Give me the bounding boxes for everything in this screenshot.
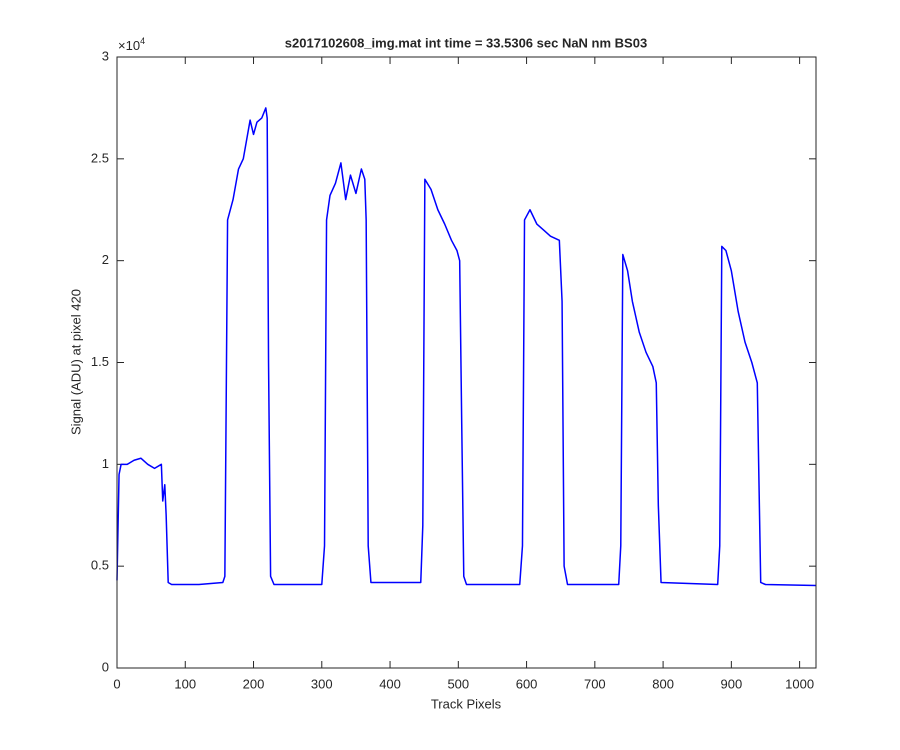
y-tick-label: 1.5 [91,354,109,369]
y-tick-label: 2.5 [91,150,109,165]
y-multiplier-exponent: 4 [140,36,145,46]
x-tick-label: 200 [243,676,265,691]
plot-area [117,57,816,668]
y-tick-label: 2 [102,252,109,267]
data-line [116,107,817,587]
x-tick-label: 800 [652,676,674,691]
x-tick-label: 0 [113,676,120,691]
x-tick-label: 400 [379,676,401,691]
x-tick-label: 500 [447,676,469,691]
x-tick-label: 300 [311,676,333,691]
y-tick-label: 3 [102,48,109,63]
x-tick-label: 600 [516,676,538,691]
y-tick-label: 0.5 [91,558,109,573]
x-axis-label: Track Pixels [431,696,502,711]
y-tick-label: 0 [102,659,109,674]
y-multiplier-base: ×10 [118,38,140,53]
x-tick-label: 700 [584,676,606,691]
x-tick-label: 100 [174,676,196,691]
y-multiplier: ×104 [118,36,145,53]
axes-box [116,56,817,669]
x-tick-label: 900 [721,676,743,691]
y-axis-label: Signal (ADU) at pixel 420 [68,289,83,435]
chart-title: s2017102608_img.mat int time = 33.5306 s… [285,35,647,50]
y-tick-label: 1 [102,456,109,471]
x-tick-label: 1000 [785,676,814,691]
